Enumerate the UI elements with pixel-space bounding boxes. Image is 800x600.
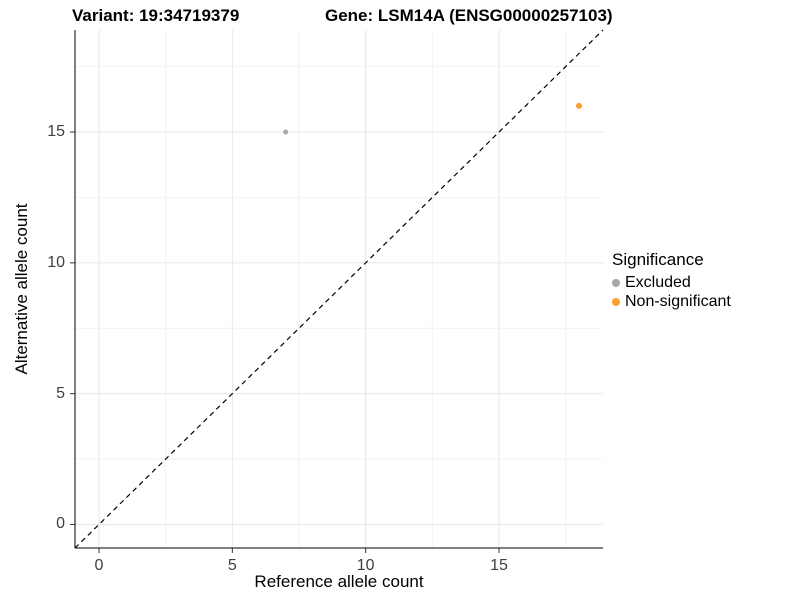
non-significant-marker-icon [612, 297, 620, 306]
gene-title: Gene: LSM14A (ENSG00000257103) [325, 6, 613, 25]
legend: Significance Excluded Non-significant [612, 250, 731, 311]
legend-item-excluded: Excluded [612, 273, 731, 292]
plot-panel [70, 29, 604, 553]
ytick-label: 15 [47, 123, 65, 141]
xtick-label: 0 [94, 557, 104, 574]
legend-item-label: Non-significant [625, 293, 731, 310]
data-point-excluded [283, 129, 289, 135]
variant-title: Variant: 19:34719379 [72, 6, 240, 25]
xtick-label: 10 [356, 557, 375, 574]
ytick-label: 10 [47, 253, 65, 271]
plot-svg [70, 29, 604, 553]
xtick-label: 5 [227, 557, 237, 574]
xtick-label: 15 [490, 557, 508, 574]
ytick-label: 0 [56, 515, 65, 533]
y-axis-label: Alternative allele count [12, 203, 31, 375]
x-axis-label: Reference allele count [254, 572, 424, 591]
data-point-non-significant [576, 102, 582, 109]
ytick-label: 5 [56, 384, 65, 402]
identity-line [74, 29, 604, 549]
excluded-marker-icon [612, 278, 620, 287]
legend-title: Significance [612, 250, 704, 269]
legend-item-non-significant: Non-significant [612, 292, 731, 311]
legend-item-label: Excluded [625, 274, 691, 291]
